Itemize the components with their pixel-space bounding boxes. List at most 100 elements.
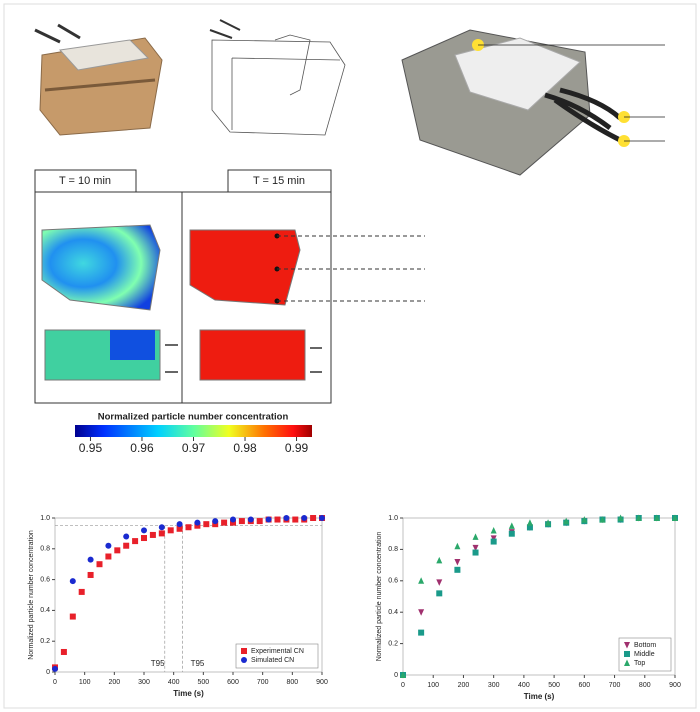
point — [52, 665, 58, 672]
point — [472, 549, 479, 556]
point — [436, 590, 443, 597]
y-tick-label: 1.0 — [388, 515, 398, 522]
point — [418, 577, 425, 584]
annotation: T95 — [191, 659, 205, 668]
point — [105, 542, 112, 549]
point — [436, 556, 443, 564]
colorbar-tick-label: 0.99 — [285, 441, 309, 455]
point — [247, 516, 254, 523]
point — [274, 516, 281, 523]
x-tick-label: 400 — [518, 682, 530, 689]
point — [436, 579, 443, 586]
point — [301, 515, 308, 521]
x-tick-label: 700 — [257, 679, 269, 686]
legend-label: Top — [634, 660, 645, 667]
y-tick-label: 0.8 — [40, 546, 50, 553]
point — [230, 516, 236, 523]
point — [167, 527, 174, 534]
y-axis-label: Normalized particle number concentration — [28, 530, 35, 660]
x-tick-label: 200 — [458, 682, 470, 689]
x-tick-label: 900 — [316, 679, 328, 686]
y-tick-label: 0.4 — [388, 609, 398, 616]
point — [123, 533, 130, 540]
annotation: T95 — [151, 659, 165, 668]
y-tick-label: 0.6 — [388, 578, 398, 585]
point — [141, 527, 147, 534]
photo-chamber — [34, 23, 163, 136]
point — [418, 629, 425, 636]
x-tick-label: 500 — [548, 682, 560, 689]
point — [508, 522, 515, 529]
point — [563, 517, 570, 525]
point — [158, 530, 165, 537]
point — [176, 521, 183, 528]
figure-border — [3, 3, 697, 709]
x-tick-label: 800 — [639, 682, 651, 689]
point — [508, 530, 515, 537]
x-tick-label: 300 — [488, 682, 500, 689]
x-tick-label: 200 — [108, 679, 120, 686]
x-tick-label: 0 — [53, 679, 57, 686]
point — [490, 538, 497, 545]
y-tick-label: 0 — [394, 672, 398, 679]
point — [158, 524, 165, 531]
colorbar-tick-label: 0.98 — [233, 441, 257, 455]
legend-marker — [241, 648, 247, 654]
x-tick-label: 800 — [286, 679, 298, 686]
legend-label: Middle — [634, 651, 655, 658]
y-tick-label: 1.0 — [40, 515, 50, 522]
panel-title: T = 10 min — [59, 175, 111, 187]
plot-frame — [54, 517, 323, 673]
point — [292, 516, 299, 523]
colorbar-tick-label: 0.95 — [79, 441, 103, 455]
point — [194, 519, 201, 526]
y-tick-label: 0 — [46, 669, 50, 676]
y-tick-label: 0.2 — [388, 640, 398, 647]
wireframe-chamber — [209, 19, 346, 136]
plot-frame — [402, 517, 676, 676]
legend-label: Simulated CN — [251, 657, 294, 664]
y-axis-label: Normalized particle number concentration — [376, 532, 383, 662]
point — [265, 516, 272, 523]
point — [672, 514, 678, 521]
point — [256, 518, 263, 525]
point — [454, 558, 461, 566]
point — [105, 553, 112, 560]
point — [418, 609, 425, 616]
point — [87, 571, 94, 578]
legend-label: Experimental CN — [251, 648, 304, 655]
point — [310, 515, 317, 521]
point — [526, 524, 533, 531]
point — [599, 516, 606, 523]
colorbar-tick-label: 0.97 — [182, 441, 206, 455]
y-tick-label: 0.4 — [40, 607, 50, 614]
x-tick-label: 100 — [427, 682, 439, 689]
x-tick-label: 400 — [168, 679, 180, 686]
colorbar-tick-label: 0.96 — [130, 441, 154, 455]
point — [454, 566, 461, 573]
point — [69, 578, 76, 585]
point — [132, 538, 139, 545]
legend-marker — [241, 657, 247, 663]
point — [185, 524, 192, 531]
point — [454, 542, 461, 550]
point — [283, 515, 290, 521]
legend-marker — [624, 642, 630, 649]
colorbar-title: Normalized particle number concentration — [98, 412, 289, 423]
point — [472, 533, 479, 540]
point — [96, 561, 103, 568]
x-tick-label: 600 — [227, 679, 239, 686]
cfd-panel: T = 10 min T = 15 min — [34, 169, 425, 404]
point — [212, 518, 219, 525]
legend-box — [235, 643, 319, 669]
legend-label: Bottom — [634, 642, 656, 649]
point — [60, 648, 67, 655]
point — [194, 522, 201, 529]
point — [149, 531, 156, 538]
x-axis-label: Time (s) — [173, 689, 204, 698]
point — [87, 556, 94, 563]
x-tick-label: 600 — [578, 682, 590, 689]
colorbar: Normalized particle number concentration — [75, 412, 312, 437]
point — [221, 519, 228, 526]
panel-title: T = 15 min — [253, 175, 305, 187]
